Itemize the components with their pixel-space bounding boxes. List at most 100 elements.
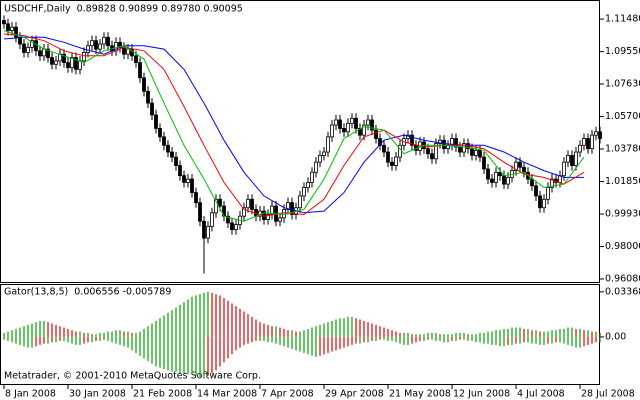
gator-bar bbox=[371, 323, 373, 337]
gator-bar bbox=[67, 336, 69, 343]
candle-body bbox=[518, 161, 522, 168]
y-tick-label: 1.03780 bbox=[605, 144, 640, 155]
candle-body bbox=[78, 60, 82, 70]
gator-bar bbox=[163, 315, 165, 337]
gator-bar bbox=[263, 336, 265, 341]
gator-bar bbox=[399, 336, 401, 344]
gator-bar bbox=[495, 336, 497, 345]
candle-body bbox=[122, 47, 126, 55]
gator-bar bbox=[127, 336, 129, 348]
gator-bar bbox=[163, 336, 165, 370]
gator-bar bbox=[339, 318, 341, 337]
gator-bar bbox=[479, 336, 481, 343]
candle-body bbox=[314, 161, 318, 173]
candle-body bbox=[66, 62, 70, 69]
gator-bar bbox=[427, 336, 429, 340]
gator-bar bbox=[459, 332, 461, 337]
candle-body bbox=[562, 161, 566, 177]
gator-header: 0.006556 -0.005789 bbox=[74, 287, 171, 298]
gator-bar bbox=[547, 336, 549, 344]
gator-bar bbox=[91, 336, 93, 343]
candle-body bbox=[230, 222, 234, 231]
gator-bar bbox=[215, 294, 217, 337]
gator-bar bbox=[291, 336, 293, 349]
gator-bar bbox=[539, 331, 541, 337]
gator-bar bbox=[343, 318, 345, 337]
gator-bar bbox=[575, 336, 577, 348]
gator-bar bbox=[523, 328, 525, 337]
gator-bar bbox=[131, 332, 133, 337]
gator-bar bbox=[327, 336, 329, 353]
gator-bar bbox=[107, 331, 109, 337]
candle-body bbox=[490, 178, 494, 183]
gator-bar bbox=[395, 336, 397, 343]
gator-bar bbox=[251, 316, 253, 337]
gator-bar bbox=[563, 328, 565, 337]
gator-bar bbox=[11, 330, 13, 337]
gator-bar bbox=[543, 331, 545, 337]
candle-body bbox=[478, 149, 482, 158]
gator-bar bbox=[103, 336, 105, 340]
gator-bar bbox=[147, 326, 149, 337]
gator-bar bbox=[423, 334, 425, 337]
candle-body bbox=[34, 40, 38, 52]
candle-body bbox=[134, 55, 138, 64]
candle-body bbox=[46, 48, 50, 58]
gator-bar bbox=[103, 332, 105, 337]
y-tick-label: 1.05700 bbox=[605, 111, 640, 122]
candle-body bbox=[342, 128, 346, 133]
gator-bar bbox=[395, 331, 397, 337]
x-tick-label: 28 Jul 2008 bbox=[581, 389, 635, 400]
x-tick-label: 21 Feb 2008 bbox=[133, 389, 192, 400]
y-tick-label: 0.96080 bbox=[605, 273, 640, 284]
gator-bar bbox=[275, 326, 277, 337]
gator-bar bbox=[267, 336, 269, 343]
candle-body bbox=[38, 50, 42, 57]
gator-bar bbox=[331, 336, 333, 352]
gator-bar bbox=[247, 314, 249, 337]
gator-bar bbox=[7, 336, 9, 341]
gator-bar bbox=[211, 336, 213, 374]
alligator-line bbox=[3, 36, 584, 214]
gator-bar bbox=[463, 336, 465, 340]
gator-bar bbox=[467, 336, 469, 341]
gator-bar bbox=[183, 302, 185, 337]
gator-bar bbox=[3, 336, 5, 340]
candle-body bbox=[82, 52, 86, 62]
candle-body bbox=[2, 20, 6, 25]
gator-bar bbox=[567, 327, 569, 337]
candle-body bbox=[26, 47, 30, 53]
gator-bar bbox=[511, 327, 513, 337]
gator-bar bbox=[563, 336, 565, 344]
gator-bar bbox=[231, 303, 233, 337]
candle-body bbox=[174, 156, 178, 166]
gator-bar bbox=[351, 336, 353, 345]
gator-bar bbox=[559, 336, 561, 343]
gator-bar bbox=[75, 331, 77, 337]
gator-bar bbox=[79, 336, 81, 345]
gator-bar bbox=[203, 336, 205, 378]
gator-bar bbox=[259, 336, 261, 341]
y-tick-label: 0.00 bbox=[605, 331, 626, 342]
gator-bar bbox=[235, 336, 237, 351]
gator-bar bbox=[467, 334, 469, 337]
gator-bar bbox=[39, 320, 41, 337]
candle-body bbox=[570, 155, 574, 166]
gator-bar bbox=[287, 330, 289, 337]
gator-bar bbox=[459, 336, 461, 340]
gator-bar bbox=[507, 336, 509, 345]
gator-bar bbox=[391, 336, 393, 341]
gator-bar bbox=[71, 330, 73, 337]
candle-body bbox=[306, 182, 310, 188]
candle-body bbox=[474, 149, 478, 156]
gator-bar bbox=[283, 336, 285, 347]
gator-bar bbox=[427, 332, 429, 337]
candle-body bbox=[426, 148, 430, 155]
gator-bar bbox=[111, 331, 113, 337]
gator-bar bbox=[411, 334, 413, 337]
gator-bar bbox=[503, 336, 505, 347]
candle-body bbox=[42, 48, 46, 57]
gator-bar bbox=[191, 336, 193, 375]
candle-body bbox=[190, 178, 194, 193]
